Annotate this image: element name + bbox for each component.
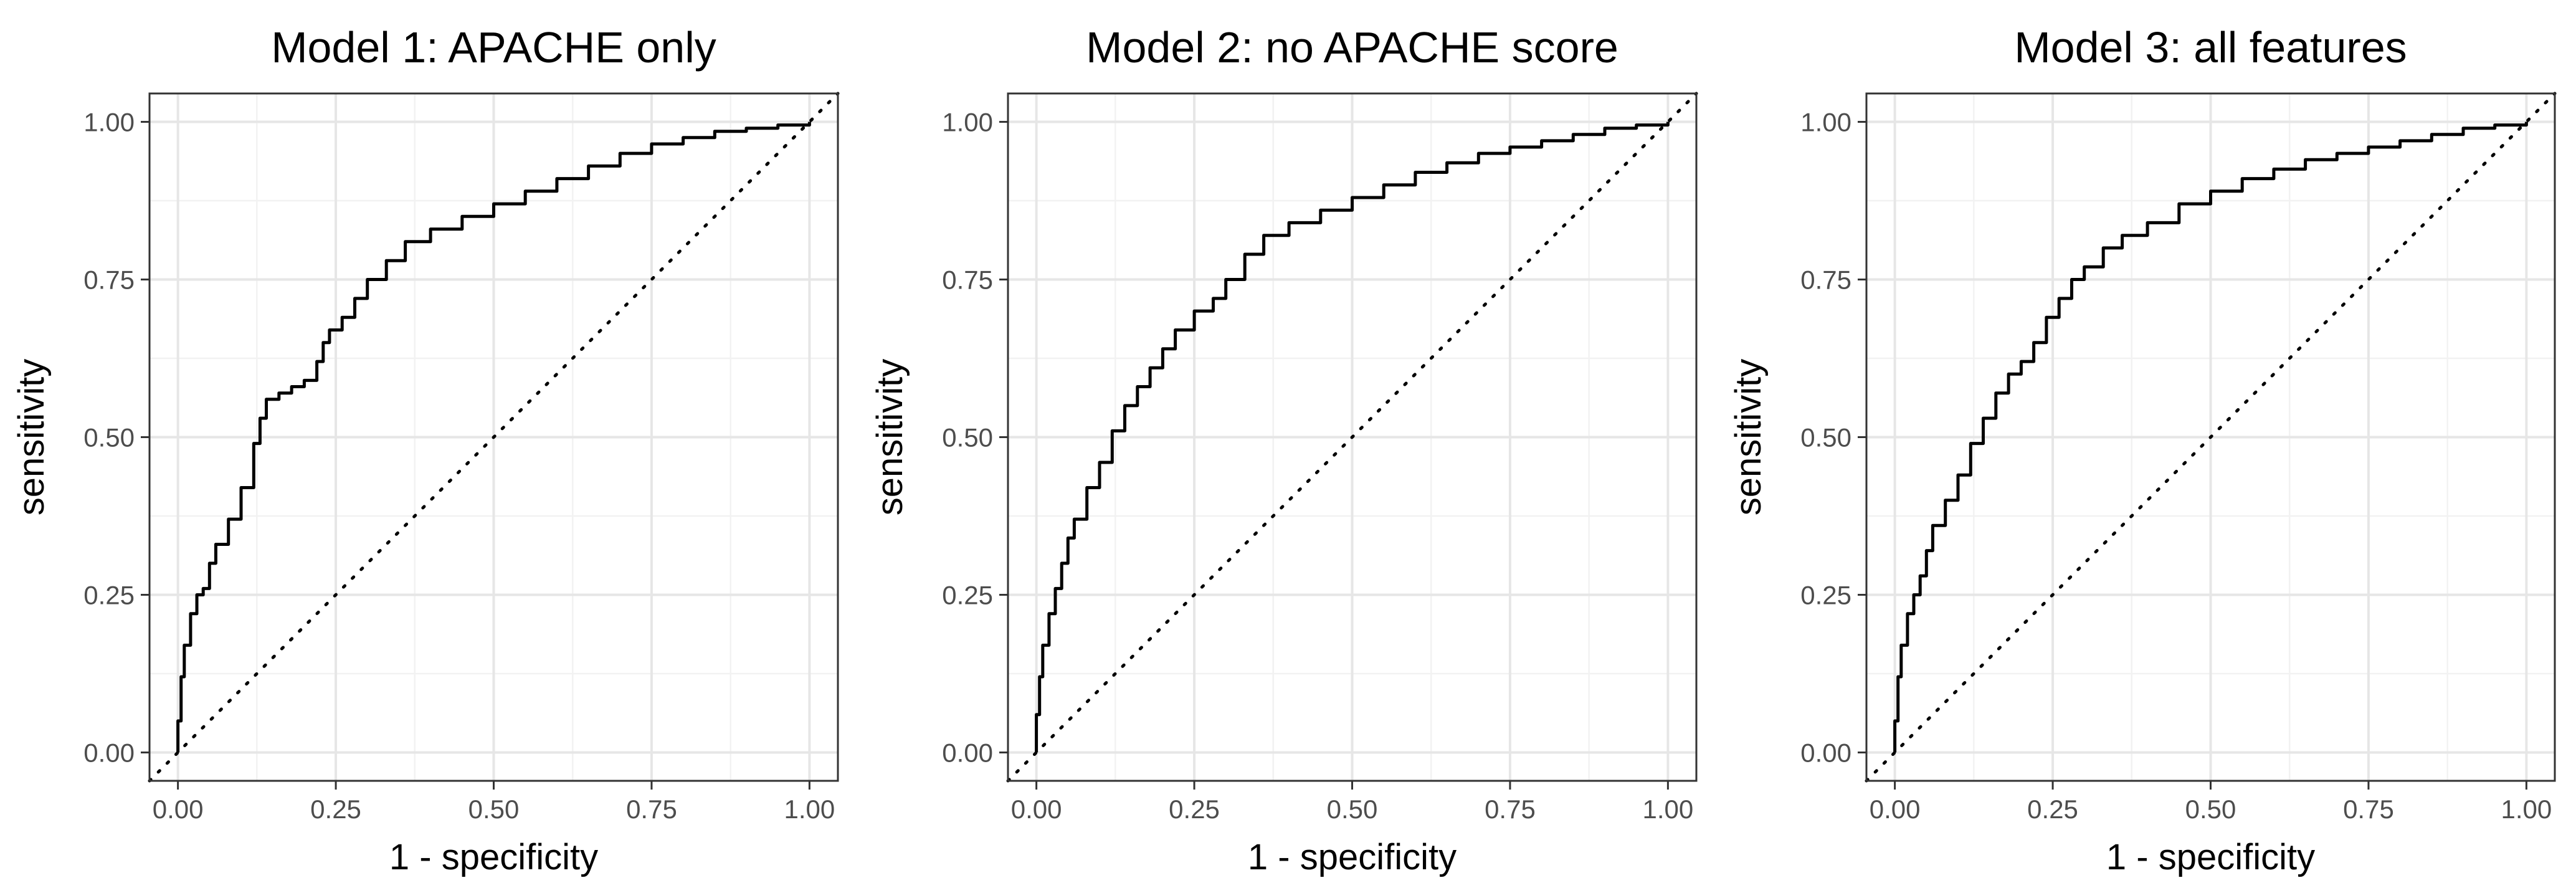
x-tick-label: 0.25 <box>2027 795 2078 824</box>
x-axis-title: 1 - specificity <box>2106 837 2315 877</box>
y-tick-label: 0.75 <box>83 265 135 295</box>
y-tick-label: 0.25 <box>83 580 135 609</box>
panel-model-3: 0.00 0.25 0.50 0.75 1.00 0.00 0.25 0.50 0.75 1.00… <box>1728 23 2557 877</box>
y-tick-label: 0.75 <box>942 265 993 295</box>
reference-diagonal-line <box>1006 92 1698 783</box>
x-axis-title: 1 - specificity <box>389 837 598 877</box>
y-axis-title: sensitivity <box>1728 359 1769 515</box>
panel-model-1: 0.00 0.25 0.50 0.75 1.00 0.00 0.25 0.50 0.75 1.00… <box>11 23 840 877</box>
reference-diagonal-line <box>148 92 840 783</box>
x-axis-title: 1 - specificity <box>1248 837 1457 877</box>
roc-curve <box>1035 122 1670 753</box>
x-tick-label: 0.25 <box>1169 795 1220 824</box>
x-tick-label: 0.25 <box>310 795 361 824</box>
x-tick-label: 0.75 <box>626 795 677 824</box>
y-tick-label: 0.00 <box>1800 738 1851 767</box>
panel-title: Model 1: APACHE only <box>271 23 716 72</box>
panel-title: Model 3: all features <box>2014 23 2407 72</box>
y-tick-label: 1.00 <box>942 108 993 137</box>
y-axis-title: sensitivity <box>11 359 52 515</box>
roc-curve <box>1893 122 2528 753</box>
x-tick-label: 0.75 <box>1485 795 1536 824</box>
panel-title: Model 2: no APACHE score <box>1086 23 1618 72</box>
y-tick-label: 1.00 <box>83 108 135 137</box>
x-tick-label: 1.00 <box>784 795 835 824</box>
x-tick-label: 0.00 <box>1011 795 1062 824</box>
y-tick-label: 0.25 <box>1800 580 1851 609</box>
roc-curve <box>176 122 811 753</box>
x-tick-label: 0.75 <box>2343 795 2394 824</box>
y-tick-label: 0.75 <box>1800 265 1851 295</box>
x-tick-label: 1.00 <box>1643 795 1694 824</box>
x-tick-label: 0.50 <box>2185 795 2236 824</box>
y-tick-label: 0.00 <box>83 738 135 767</box>
x-tick-label: 0.50 <box>1327 795 1378 824</box>
x-tick-label: 0.00 <box>153 795 204 824</box>
x-tick-label: 0.50 <box>468 795 520 824</box>
y-tick-label: 0.25 <box>942 580 993 609</box>
x-tick-label: 1.00 <box>2501 795 2552 824</box>
y-tick-label: 0.50 <box>942 423 993 452</box>
y-tick-label: 0.50 <box>83 423 135 452</box>
y-tick-label: 0.00 <box>942 738 993 767</box>
y-tick-label: 1.00 <box>1800 108 1851 137</box>
reference-diagonal-line <box>1865 92 2557 783</box>
y-axis-title: sensitivity <box>870 359 910 515</box>
x-tick-label: 0.00 <box>1870 795 1921 824</box>
panel-model-2: 0.00 0.25 0.50 0.75 1.00 0.00 0.25 0.50 0.75 1.00… <box>870 23 1698 877</box>
y-tick-label: 0.50 <box>1800 423 1851 452</box>
